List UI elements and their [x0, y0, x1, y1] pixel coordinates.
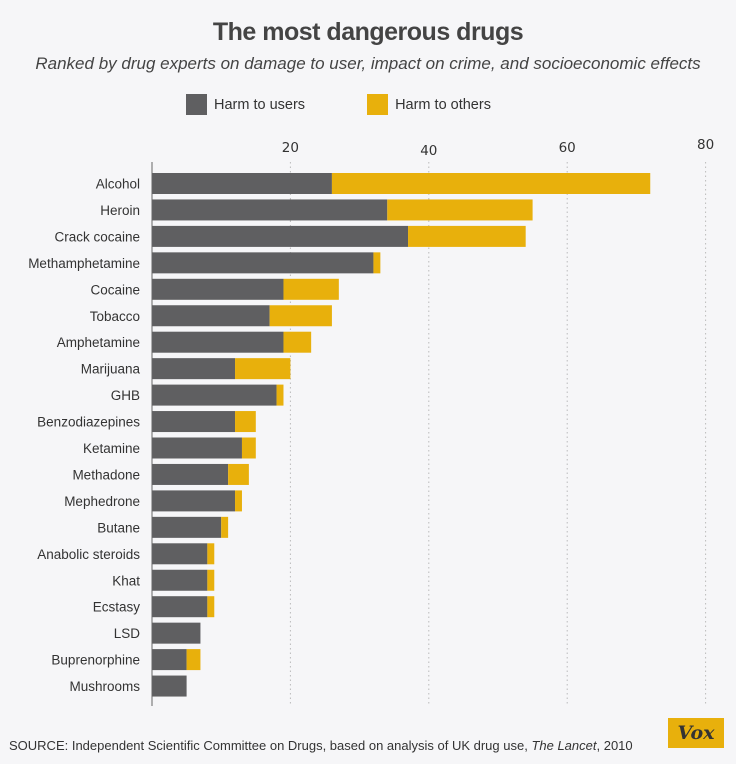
bar-harm-to-users — [152, 437, 242, 459]
bar-harm-to-users — [152, 199, 388, 221]
bar-harm-to-others — [283, 331, 312, 353]
category-label: Ecstasy — [93, 600, 141, 615]
bar-harm-to-users — [152, 384, 277, 406]
bar-harm-to-users — [152, 649, 187, 671]
category-label: Butane — [97, 520, 140, 535]
legend-item-users: Harm to users — [186, 94, 305, 115]
category-label: Heroin — [100, 203, 140, 218]
bar-harm-to-users — [152, 331, 284, 353]
category-label: Mushrooms — [69, 679, 140, 694]
legend-swatch-users — [186, 94, 207, 115]
bar-harm-to-others — [207, 569, 215, 591]
bar-harm-to-users — [152, 516, 222, 538]
bar-harm-to-users — [152, 622, 201, 644]
category-label: Anabolic steroids — [37, 547, 140, 562]
chart-subtitle: Ranked by drug experts on damage to user… — [35, 54, 701, 73]
bar-harm-to-others — [235, 490, 242, 512]
bar-harm-to-users — [152, 358, 236, 380]
x-tick-label: 60 — [559, 140, 576, 156]
bar-harm-to-users — [152, 675, 187, 697]
bar-harm-to-others — [228, 463, 249, 485]
category-label: Mephedrone — [64, 494, 140, 509]
category-label: Methamphetamine — [28, 256, 140, 271]
bar-harm-to-others — [387, 199, 533, 221]
bar-harm-to-users — [152, 225, 409, 247]
bar-harm-to-others — [235, 411, 256, 433]
category-label: Benzodiazepines — [37, 415, 140, 430]
bar-harm-to-users — [152, 411, 236, 433]
bar-harm-to-users — [152, 463, 229, 485]
chart-title: The most dangerous drugs — [212, 18, 524, 46]
bar-harm-to-others — [207, 543, 215, 565]
category-label: Buprenorphine — [51, 653, 140, 668]
source-prefix: SOURCE: Independent Scientific Committee… — [9, 738, 532, 753]
legend-label-users: Harm to users — [214, 96, 306, 113]
bar-harm-to-users — [152, 569, 208, 591]
x-tick-label: 80 — [697, 137, 714, 153]
category-label: Cocaine — [90, 282, 140, 297]
bar-harm-to-others — [283, 278, 339, 300]
category-label: Ketamine — [83, 441, 140, 456]
category-label: Alcohol — [96, 177, 140, 192]
bar-harm-to-users — [152, 173, 332, 194]
bar-harm-to-others — [241, 437, 256, 459]
bar-harm-to-others — [235, 358, 291, 380]
bar-harm-to-others — [408, 225, 526, 247]
bar-harm-to-users — [152, 490, 236, 512]
bar-harm-to-others — [186, 649, 201, 671]
bar-harm-to-others — [331, 173, 651, 194]
bar-harm-to-others — [269, 305, 332, 327]
category-label: Khat — [112, 573, 140, 588]
bar-harm-to-others — [276, 384, 284, 406]
bar-harm-to-users — [152, 278, 284, 300]
bar-harm-to-others — [373, 252, 381, 274]
category-label: LSD — [114, 626, 141, 641]
bar-harm-to-users — [152, 543, 208, 565]
x-tick-label: 20 — [282, 140, 299, 156]
bar-harm-to-users — [152, 305, 270, 327]
bar-harm-to-others — [207, 596, 215, 618]
legend: Harm to users Harm to others — [186, 94, 553, 115]
category-label: Methadone — [72, 467, 140, 482]
source-publication: The Lancet — [531, 738, 597, 753]
legend-label-others: Harm to others — [395, 96, 491, 113]
category-label: Marijuana — [81, 362, 141, 377]
legend-item-others: Harm to others — [367, 94, 491, 115]
category-label: GHB — [111, 388, 140, 403]
category-label: Tobacco — [90, 309, 140, 324]
source-suffix: , 2010 — [596, 738, 633, 753]
category-label: Amphetamine — [57, 335, 140, 350]
bar-harm-to-others — [221, 516, 229, 538]
bar-harm-to-users — [152, 596, 208, 618]
category-label: Crack cocaine — [54, 229, 140, 244]
x-tick-label: 40 — [420, 143, 437, 159]
bar-harm-to-users — [152, 252, 374, 274]
source-note: SOURCE: Independent Scientific Committee… — [9, 738, 633, 753]
vox-logo: Vox — [668, 718, 724, 748]
legend-swatch-others — [367, 94, 389, 115]
